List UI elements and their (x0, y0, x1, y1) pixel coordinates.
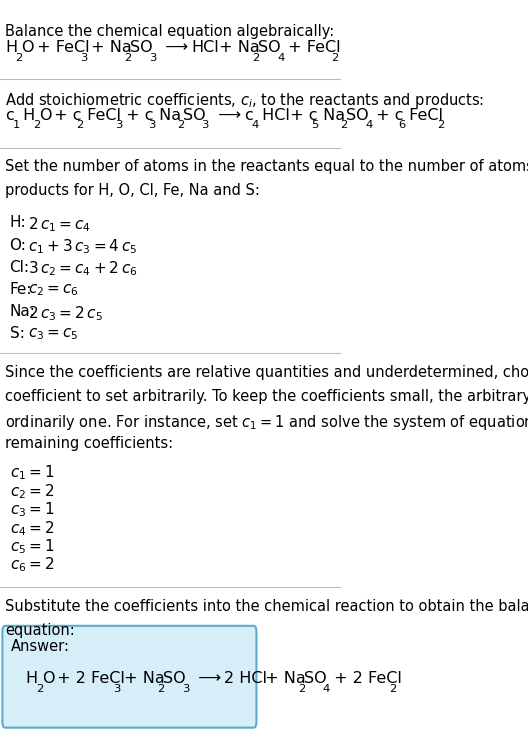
Text: H:: H: (10, 215, 26, 230)
Text: $c_4 = 2$: $c_4 = 2$ (10, 519, 54, 537)
Text: Add stoichiometric coefficients, $c_i$, to the reactants and products:: Add stoichiometric coefficients, $c_i$, … (5, 91, 484, 110)
Text: 2: 2 (390, 684, 397, 694)
Text: 4: 4 (365, 120, 372, 131)
Text: $2\,c_3 = 2\,c_5$: $2\,c_3 = 2\,c_5$ (28, 304, 103, 323)
Text: SO: SO (183, 108, 205, 123)
Text: H: H (5, 40, 17, 55)
Text: FeCl: FeCl (82, 108, 121, 123)
Text: ⟶: ⟶ (208, 108, 251, 123)
Text: Na: Na (154, 108, 181, 123)
Text: 4: 4 (323, 684, 330, 694)
Text: SO: SO (258, 40, 281, 55)
Text: + c: + c (49, 108, 82, 123)
Text: 2: 2 (331, 52, 338, 63)
Text: Substitute the coefficients into the chemical reaction to obtain the balanced: Substitute the coefficients into the che… (5, 599, 528, 614)
Text: ⟶: ⟶ (155, 40, 199, 55)
Text: $c_2 = c_6$: $c_2 = c_6$ (28, 282, 79, 297)
Text: 2: 2 (157, 684, 164, 694)
Text: + Na: + Na (214, 40, 260, 55)
Text: 3: 3 (115, 120, 122, 131)
Text: FeCl: FeCl (404, 108, 444, 123)
Text: + Na: + Na (260, 672, 306, 686)
Text: H: H (18, 108, 36, 123)
Text: 2: 2 (35, 684, 43, 694)
Text: 2 HCl: 2 HCl (224, 672, 267, 686)
Text: 2: 2 (340, 120, 347, 131)
Text: 2: 2 (177, 120, 184, 131)
Text: 2: 2 (298, 684, 305, 694)
Text: O:: O: (10, 238, 26, 252)
Text: Fe:: Fe: (10, 282, 32, 297)
Text: coefficient to set arbitrarily. To keep the coefficients small, the arbitrary va: coefficient to set arbitrarily. To keep … (5, 389, 528, 404)
Text: H: H (25, 672, 37, 686)
Text: + 2 FeCl: + 2 FeCl (52, 672, 125, 686)
Text: $c_5 = 1$: $c_5 = 1$ (10, 537, 54, 556)
Text: 2: 2 (252, 52, 259, 63)
Text: equation:: equation: (5, 623, 75, 638)
Text: 2: 2 (33, 120, 40, 131)
FancyBboxPatch shape (3, 626, 257, 728)
Text: SO: SO (346, 108, 369, 123)
Text: Na: Na (318, 108, 345, 123)
Text: Set the number of atoms in the reactants equal to the number of atoms in the: Set the number of atoms in the reactants… (5, 159, 528, 174)
Text: HCl: HCl (191, 40, 219, 55)
Text: SO: SO (304, 672, 327, 686)
Text: $c_2 = 2$: $c_2 = 2$ (10, 482, 54, 500)
Text: 2: 2 (15, 52, 23, 63)
Text: + Na: + Na (86, 40, 131, 55)
Text: 1: 1 (12, 120, 20, 131)
Text: 3: 3 (112, 684, 120, 694)
Text: 3: 3 (202, 120, 209, 131)
Text: $3\,c_2 = c_4 + 2\,c_6$: $3\,c_2 = c_4 + 2\,c_6$ (28, 260, 137, 278)
Text: ⟶: ⟶ (188, 672, 231, 686)
Text: 3: 3 (182, 684, 189, 694)
Text: $c_1 = 1$: $c_1 = 1$ (10, 463, 54, 482)
Text: c: c (244, 108, 252, 123)
Text: Since the coefficients are relative quantities and underdetermined, choose a: Since the coefficients are relative quan… (5, 365, 528, 380)
Text: S:: S: (10, 326, 24, 341)
Text: $c_6 = 2$: $c_6 = 2$ (10, 556, 54, 574)
Text: 2: 2 (124, 52, 131, 63)
Text: $2\,c_1 = c_4$: $2\,c_1 = c_4$ (28, 215, 91, 234)
Text: 3: 3 (149, 52, 156, 63)
Text: 5: 5 (312, 120, 319, 131)
Text: remaining coefficients:: remaining coefficients: (5, 436, 173, 451)
Text: + c: + c (371, 108, 404, 123)
Text: + FeCl: + FeCl (32, 40, 89, 55)
Text: SO: SO (163, 672, 185, 686)
Text: 3: 3 (148, 120, 155, 131)
Text: HCl: HCl (257, 108, 290, 123)
Text: + FeCl: + FeCl (283, 40, 341, 55)
Text: + Na: + Na (119, 672, 165, 686)
Text: O: O (42, 672, 54, 686)
Text: + c: + c (285, 108, 317, 123)
Text: $c_3 = 1$: $c_3 = 1$ (10, 500, 54, 519)
Text: Na:: Na: (10, 304, 35, 319)
Text: O: O (21, 40, 34, 55)
Text: 3: 3 (80, 52, 87, 63)
Text: Cl:: Cl: (10, 260, 30, 275)
Text: 2: 2 (76, 120, 83, 131)
Text: $c_3 = c_5$: $c_3 = c_5$ (28, 326, 78, 342)
Text: SO: SO (130, 40, 153, 55)
Text: $c_1 + 3\,c_3 = 4\,c_5$: $c_1 + 3\,c_3 = 4\,c_5$ (28, 238, 137, 256)
Text: 6: 6 (398, 120, 406, 131)
Text: products for H, O, Cl, Fe, Na and S:: products for H, O, Cl, Fe, Na and S: (5, 183, 260, 198)
Text: + 2 FeCl: + 2 FeCl (329, 672, 402, 686)
Text: 4: 4 (277, 52, 284, 63)
Text: O: O (39, 108, 51, 123)
Text: 2: 2 (437, 120, 444, 131)
Text: ordinarily one. For instance, set $c_1 = 1$ and solve the system of equations fo: ordinarily one. For instance, set $c_1 =… (5, 413, 528, 432)
Text: Balance the chemical equation algebraically:: Balance the chemical equation algebraica… (5, 24, 334, 38)
Text: c: c (5, 108, 14, 123)
Text: Answer:: Answer: (11, 639, 70, 654)
Text: 4: 4 (251, 120, 258, 131)
Text: + c: + c (121, 108, 154, 123)
